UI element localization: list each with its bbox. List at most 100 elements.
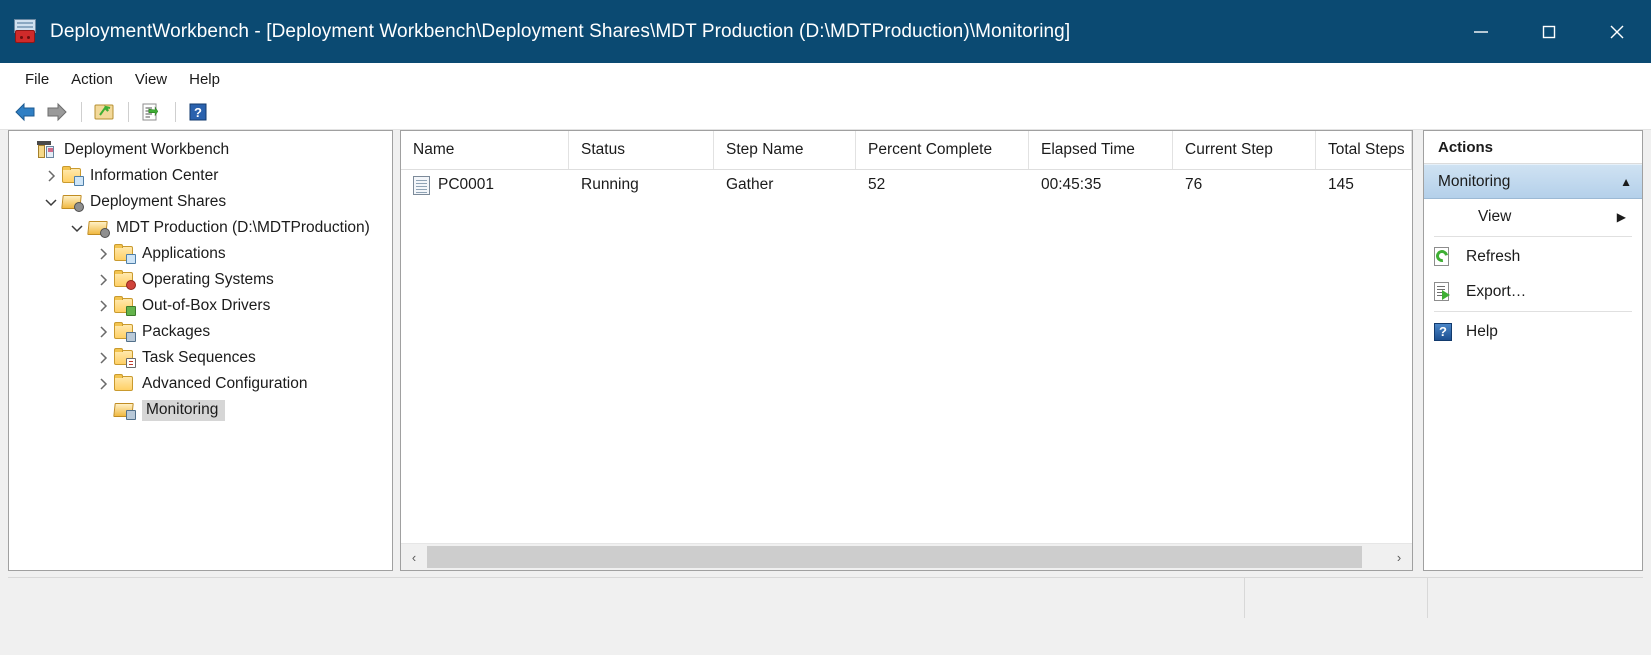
show-hide-console-tree-icon[interactable] [89, 98, 119, 126]
chevron-right-icon[interactable] [93, 378, 113, 390]
actions-pane: Actions Monitoring ▲ View ▶ Refresh Expo… [1423, 130, 1643, 571]
actions-group-label: Monitoring [1438, 172, 1511, 190]
toolbar-separator [175, 102, 176, 122]
window-title: DeploymentWorkbench - [Deployment Workbe… [50, 20, 1071, 42]
tree-item-deployment-shares[interactable]: Deployment Shares [9, 189, 392, 215]
menu-item-file[interactable]: File [25, 70, 50, 88]
table-row[interactable]: PC0001 Running Gather 52 00:45:35 76 145 [401, 170, 1412, 200]
chevron-right-icon[interactable] [93, 326, 113, 338]
menu-item-view[interactable]: View [134, 70, 168, 88]
folder-info-icon [61, 166, 84, 186]
chevron-right-icon[interactable] [93, 248, 113, 260]
svg-text:?: ? [194, 105, 202, 120]
chevron-up-icon[interactable]: ▲ [1620, 174, 1632, 189]
column-header-step-name[interactable]: Step Name [714, 131, 856, 169]
list-body: PC0001 Running Gather 52 00:45:35 76 145 [401, 170, 1412, 200]
maximize-button[interactable] [1515, 0, 1583, 63]
cell-status: Running [581, 176, 639, 193]
horizontal-scrollbar[interactable]: ‹ › [401, 543, 1412, 570]
actions-group-monitoring[interactable]: Monitoring ▲ [1424, 164, 1642, 199]
folder-icon [113, 374, 135, 393]
help-icon[interactable]: ? [183, 98, 213, 126]
tree-item-label: Applications [142, 245, 226, 262]
minimize-button[interactable] [1447, 0, 1515, 63]
chevron-right-icon[interactable] [93, 300, 113, 312]
back-icon[interactable] [10, 98, 40, 126]
actions-divider [1434, 236, 1632, 237]
action-item-export[interactable]: Export… [1424, 274, 1642, 309]
folder-monitoring-icon [113, 401, 136, 420]
tree-item-out-of-box-drivers[interactable]: Out-of-Box Drivers [9, 293, 392, 319]
tree-item-advanced-configuration[interactable]: Advanced Configuration [9, 371, 392, 397]
chevron-right-icon[interactable] [41, 170, 61, 182]
workbench-icon [35, 141, 57, 159]
status-cell-3 [1428, 578, 1643, 618]
action-item-label: Refresh [1466, 247, 1521, 265]
actions-pane-title: Actions [1424, 131, 1642, 164]
tree-item-label: MDT Production (D:\MDTProduction) [116, 219, 370, 236]
menu-item-help[interactable]: Help [189, 70, 220, 88]
work-area: Deployment Workbench Information Center De… [0, 130, 1651, 655]
tree-item-mdt-production-d-mdtproduction[interactable]: MDT Production (D:\MDTProduction) [9, 215, 392, 241]
action-item-label: Export… [1466, 282, 1527, 300]
actions-divider [1434, 311, 1632, 312]
column-header-percent-complete[interactable]: Percent Complete [856, 131, 1029, 169]
deployment-workbench-icon [12, 18, 38, 45]
scroll-left-arrow-icon[interactable]: ‹ [411, 549, 417, 565]
console-tree-pane: Deployment Workbench Information Center De… [8, 130, 393, 571]
chevron-down-icon[interactable] [67, 224, 87, 233]
export-icon [1432, 281, 1454, 303]
column-header-total-steps[interactable]: Total Steps [1316, 131, 1412, 169]
toolbar: ? [0, 95, 1651, 130]
cell-name: PC0001 [401, 170, 569, 200]
tree-item-label: Deployment Shares [90, 193, 227, 210]
tree-item-information-center[interactable]: Information Center [9, 163, 392, 189]
scrollbar-track[interactable] [427, 544, 1386, 570]
folder-tasksequences-icon [113, 348, 136, 368]
folder-share-icon [87, 219, 110, 238]
tree-item-deployment-workbench[interactable]: Deployment Workbench [9, 137, 392, 163]
chevron-right-icon[interactable] [93, 352, 113, 364]
window-controls [1447, 0, 1651, 63]
tree-item-packages[interactable]: Packages [9, 319, 392, 345]
status-bar [8, 577, 1643, 618]
action-item-refresh[interactable]: Refresh [1424, 239, 1642, 274]
toolbar-separator [81, 102, 82, 122]
menu-item-action[interactable]: Action [71, 70, 113, 88]
column-header-elapsed-time[interactable]: Elapsed Time [1029, 131, 1173, 169]
action-item-view[interactable]: View ▶ [1424, 199, 1642, 234]
tree-item-operating-systems[interactable]: Operating Systems [9, 267, 392, 293]
folder-share-icon [61, 193, 84, 212]
cell-text: PC0001 [438, 176, 495, 193]
monitoring-list-pane: Name Status Step Name Percent Complete Elaps… [400, 130, 1413, 571]
tree-item-applications[interactable]: Applications [9, 241, 392, 267]
close-button[interactable] [1583, 0, 1651, 63]
toolbar-separator [128, 102, 129, 122]
chevron-down-icon[interactable] [41, 198, 61, 207]
tree-item-label: Operating Systems [142, 271, 274, 288]
column-header-name[interactable]: Name [401, 131, 569, 169]
forward-icon[interactable] [42, 98, 72, 126]
export-list-icon[interactable] [136, 98, 166, 126]
tree-item-label: Task Sequences [142, 349, 256, 366]
column-header-status[interactable]: Status [569, 131, 714, 169]
scroll-right-arrow-icon[interactable]: › [1396, 549, 1402, 565]
column-header-current-step[interactable]: Current Step [1173, 131, 1316, 169]
status-cell-2 [1245, 578, 1428, 618]
folder-drivers-icon [113, 296, 136, 316]
tree-item-task-sequences[interactable]: Task Sequences [9, 345, 392, 371]
tree-item-label: Information Center [90, 167, 219, 184]
action-item-help[interactable]: ? Help [1424, 314, 1642, 349]
chevron-right-icon[interactable]: ▶ [1616, 209, 1626, 224]
cell-current-step: 76 [1185, 176, 1203, 193]
console-tree: Deployment Workbench Information Center De… [9, 131, 392, 423]
tree-item-label: Out-of-Box Drivers [142, 297, 271, 314]
scrollbar-thumb[interactable] [427, 546, 1362, 568]
title-bar: DeploymentWorkbench - [Deployment Workbe… [0, 0, 1651, 63]
status-cell-1 [8, 578, 1245, 618]
list-header-row: Name Status Step Name Percent Complete Elaps… [401, 131, 1412, 170]
tree-item-monitoring[interactable]: Monitoring [9, 397, 392, 423]
tree-item-label: Deployment Workbench [64, 141, 230, 158]
chevron-right-icon[interactable] [93, 274, 113, 286]
computer-icon [413, 175, 430, 195]
